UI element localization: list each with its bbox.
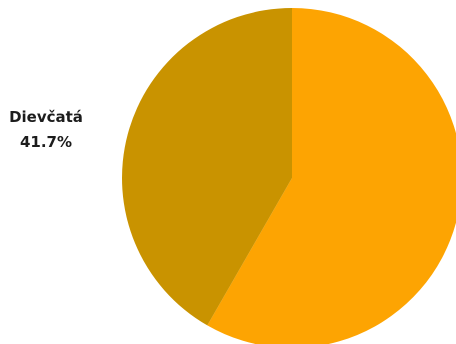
pie-slice-1	[207, 8, 456, 344]
slice-value-dievcata: 41.7%	[20, 133, 72, 151]
pie-slice-2	[122, 8, 293, 326]
slice-label-dievcata: Dievčatá	[9, 108, 83, 126]
pie-slices	[122, 8, 456, 344]
pie-labels: Dievčatá 41.7%	[9, 108, 83, 151]
